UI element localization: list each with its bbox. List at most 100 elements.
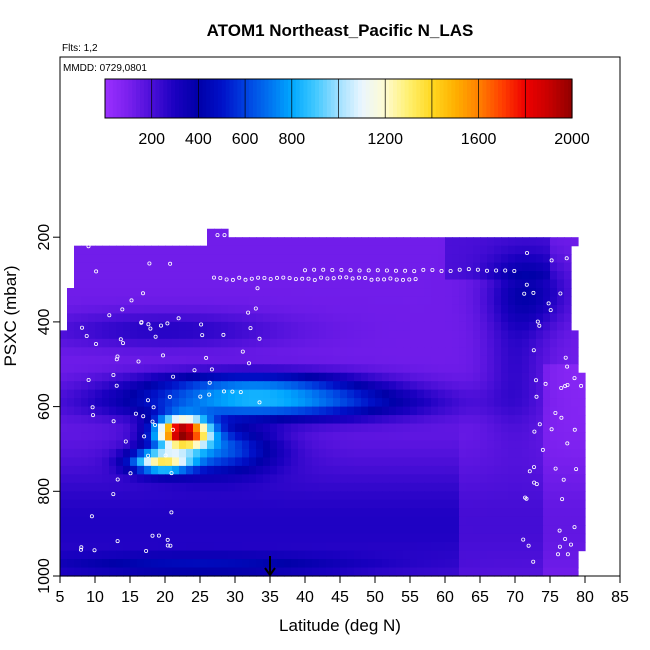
heatmap-cell (473, 491, 481, 501)
heatmap-cell (375, 508, 383, 518)
heatmap-cell (578, 491, 586, 501)
heatmap-cell (333, 550, 341, 560)
heatmap-cell (361, 482, 369, 492)
heatmap-cell (396, 550, 404, 560)
heatmap-cell (396, 474, 404, 484)
heatmap-cell (256, 389, 264, 399)
heatmap-cell (382, 381, 390, 391)
heatmap-cell (193, 313, 201, 323)
heatmap-cell (242, 440, 250, 450)
heatmap-cell (291, 372, 299, 382)
heatmap-cell (494, 288, 502, 298)
heatmap-cell (81, 338, 89, 348)
heatmap-cell (305, 347, 313, 357)
heatmap-cell (382, 432, 390, 442)
heatmap-cell (501, 559, 509, 569)
heatmap-cell (74, 313, 82, 323)
heatmap-cell (529, 542, 537, 552)
heatmap-cell (179, 406, 187, 416)
heatmap-cell (466, 465, 474, 475)
sample-point (165, 543, 170, 548)
heatmap-cell (186, 432, 194, 442)
heatmap-cell (515, 516, 523, 526)
heatmap-cell (67, 313, 75, 323)
heatmap-cell (501, 423, 509, 433)
heatmap-cell (67, 440, 75, 450)
heatmap-cell (221, 550, 229, 560)
heatmap-cell (284, 288, 292, 298)
heatmap-cell (305, 254, 313, 264)
heatmap-cell (459, 465, 467, 475)
heatmap-cell (67, 355, 75, 365)
heatmap-cell (452, 245, 460, 255)
heatmap-cell (543, 321, 551, 331)
heatmap-cell (361, 499, 369, 509)
heatmap-cell (459, 313, 467, 323)
heatmap-cell (200, 288, 208, 298)
heatmap-cell (88, 254, 96, 264)
heatmap-cell (305, 288, 313, 298)
heatmap-cell (403, 355, 411, 365)
heatmap-cell (74, 330, 82, 340)
heatmap-cell (284, 432, 292, 442)
heatmap-cell (326, 262, 334, 272)
heatmap-cell (67, 423, 75, 433)
heatmap-cell (340, 254, 348, 264)
heatmap-cell (340, 542, 348, 552)
heatmap-cell (564, 313, 572, 323)
heatmap-cell (487, 559, 495, 569)
heatmap-cell (445, 482, 453, 492)
sample-point (150, 419, 155, 424)
heatmap-cell (487, 347, 495, 357)
heatmap-cell (305, 398, 313, 408)
heatmap-cell (270, 465, 278, 475)
heatmap-cell (249, 330, 257, 340)
heatmap-cell (515, 321, 523, 331)
heatmap-cell (88, 313, 96, 323)
heatmap-cell (354, 364, 362, 374)
sample-point (393, 268, 398, 273)
heatmap-cell (487, 321, 495, 331)
colorbar-swatch (268, 79, 273, 118)
heatmap-cell (375, 440, 383, 450)
heatmap-cell (277, 542, 285, 552)
marker-head (264, 567, 276, 577)
heatmap-cell (137, 559, 145, 569)
heatmap-cell (494, 550, 502, 560)
heatmap-cell (312, 245, 320, 255)
heatmap-cell (557, 288, 565, 298)
heatmap-cell (389, 465, 397, 475)
heatmap-cell (389, 262, 397, 272)
heatmap-cell (431, 474, 439, 484)
heatmap-cell (221, 516, 229, 526)
heatmap-cell (494, 508, 502, 518)
heatmap-cell (529, 406, 537, 416)
heatmap-cell (550, 389, 558, 399)
heatmap-cell (284, 525, 292, 535)
x-tick-label: 45 (331, 589, 349, 606)
sample-point (274, 275, 279, 280)
heatmap-cell (298, 448, 306, 459)
colorbar-swatch (213, 79, 219, 118)
heatmap-cell (235, 254, 243, 264)
heatmap-cell (375, 262, 383, 272)
heatmap-cell (508, 296, 516, 306)
heatmap-cell (354, 474, 362, 484)
heatmap-cell (221, 440, 229, 450)
sample-point (243, 277, 248, 282)
colorbar-swatch (322, 79, 328, 118)
heatmap-cell (340, 279, 348, 289)
sample-point (531, 559, 536, 564)
heatmap-cell (564, 415, 572, 425)
heatmap-cell (508, 448, 516, 459)
heatmap-cell (361, 304, 369, 315)
heatmap-cell (60, 550, 68, 560)
heatmap-cell (137, 440, 145, 450)
heatmap-cell (81, 499, 89, 509)
heatmap-cell (165, 398, 173, 408)
heatmap-cell (270, 296, 278, 306)
colorbar-swatch (175, 79, 180, 118)
heatmap-cell (256, 457, 264, 467)
heatmap-cell (109, 245, 117, 255)
colorbar-swatch (389, 79, 394, 118)
